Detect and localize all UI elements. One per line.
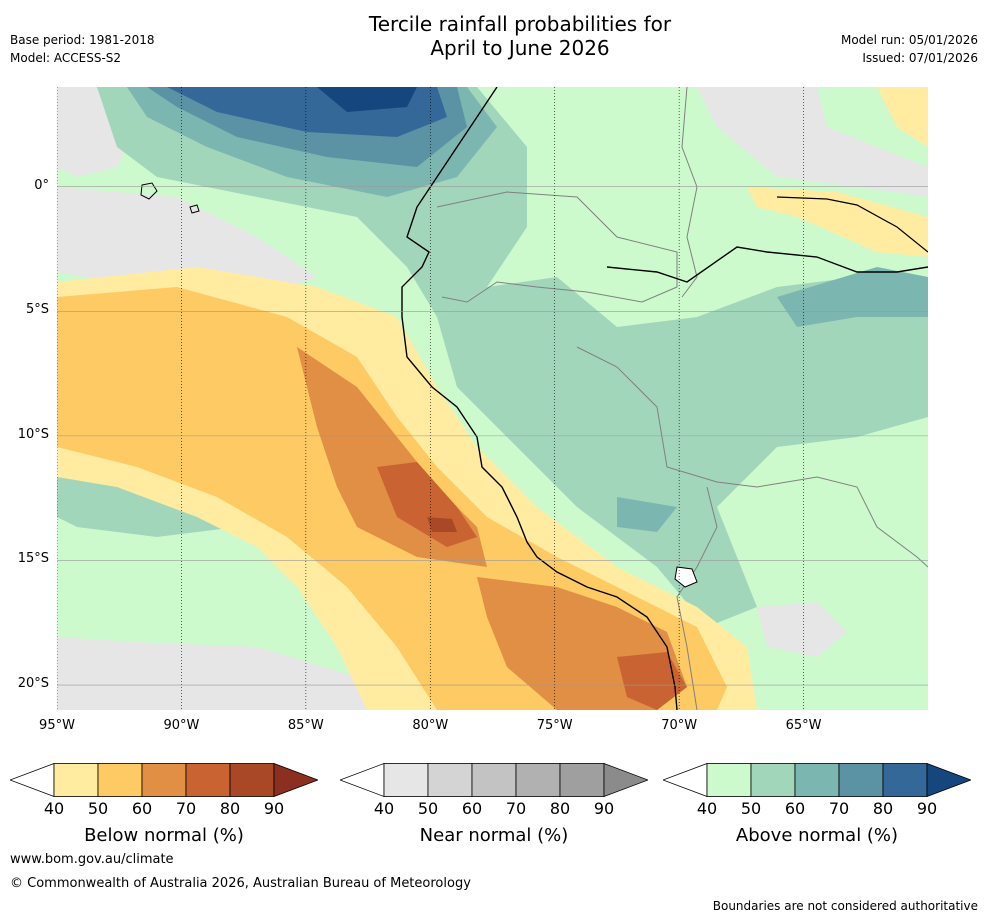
colorbar-segment [53,763,99,797]
colorbar-segment [794,763,840,797]
gridlines [57,87,928,710]
colorbar [10,763,318,797]
website-url[interactable]: www.bom.gov.au/climate [10,852,174,867]
colorbar-high-arrow [273,763,318,797]
colorbar-tick-label: 40 [43,799,65,818]
colorbar-tick-label: 80 [219,799,241,818]
below-normal-area [877,87,928,147]
lon-tick-label: 95°W [39,718,75,733]
lon-tick-label: 80°W [412,718,449,733]
colorbar [340,763,648,797]
colorbar-tick-label: 60 [461,799,483,818]
lon-tick-label: 65°W [785,718,822,733]
lat-tick-label: 15°S [17,551,49,567]
lon-tick-label: 90°W [163,718,200,733]
colorbar [663,763,971,797]
colorbar-title: Below normal (%) [84,825,244,846]
probability-map [57,87,928,710]
colorbar-segment [559,763,605,797]
colorbar-tick-label: 80 [549,799,571,818]
issued-label: Issued: 07/01/2026 [862,51,978,65]
lon-tick-label: 75°W [536,718,573,733]
colorbar-segment [706,763,752,797]
colorbar-tick-label: 90 [916,799,938,818]
colorbar-segment [427,763,473,797]
colorbar-high-arrow [926,763,971,797]
colorbar-segment [750,763,796,797]
lon-tick-label: 70°W [661,718,698,733]
map-title: Tercile rainfall probabilities for April… [320,12,720,60]
above-normal-area [317,87,417,112]
coastline [401,87,678,710]
base-period-label: Base period: 1981-2018 [10,33,155,47]
colorbar-segment [383,763,429,797]
map-svg [57,87,928,710]
lat-tick-label: 10°S [17,426,49,442]
colorbar-segment [229,763,275,797]
colorbar-tick-label: 70 [175,799,197,818]
colorbar-title: Near normal (%) [419,825,569,846]
below-normal-area [427,517,457,532]
model-label: Model: ACCESS-S2 [10,51,122,65]
below-normal-area [747,187,928,257]
colorbar-segment [515,763,561,797]
boundary-disclaimer: Boundaries are not considered authoritat… [712,899,978,913]
colorbar-tick-label: 50 [740,799,762,818]
colorbar-segment [838,763,884,797]
near-normal-area [57,187,317,297]
lat-tick-label: 5°S [25,302,49,318]
colorbar-segment [882,763,928,797]
river [776,196,928,253]
above-normal-area [437,277,928,627]
below-normal-area [617,652,687,710]
title-line-2: April to June 2026 [430,36,610,60]
colorbar-tick-label: 80 [872,799,894,818]
colorbar-tick-label: 60 [131,799,153,818]
colorbar-segment [471,763,517,797]
colorbar-tick-label: 60 [784,799,806,818]
near-normal-area [697,87,928,197]
colorbar-tick-label: 40 [373,799,395,818]
colorbar-low-arrow [10,763,55,797]
above-normal-area [777,267,928,327]
galapagos-islands [189,204,200,214]
amazon-river [606,246,928,283]
galapagos-islands [140,182,158,200]
colorbar-tick-label: 40 [696,799,718,818]
colorbar-tick-label: 90 [593,799,615,818]
colorbar-segment [185,763,231,797]
model-run-label: Model run: 05/01/2026 [840,33,978,47]
above-normal-area [617,497,677,532]
lon-tick-label: 85°W [287,718,324,733]
colorbar-tick-label: 50 [417,799,439,818]
country-border [576,346,928,568]
country-border [436,191,678,303]
lat-tick-label: 20°S [17,676,49,692]
colorbar-segment [141,763,187,797]
lake-titicaca [674,566,698,588]
colorbar-tick-label: 90 [263,799,285,818]
colorbar-tick-label: 70 [828,799,850,818]
near-normal-area [757,602,847,657]
colorbar-low-arrow [340,763,385,797]
colorbar-low-arrow [663,763,708,797]
colorbar-tick-label: 70 [505,799,527,818]
near-normal-area [57,637,377,710]
title-line-1: Tercile rainfall probabilities for [368,12,672,36]
colorbar-tick-label: 50 [87,799,109,818]
country-border [681,87,698,298]
colorbar-title: Above normal (%) [735,825,899,846]
copyright-text: © Commonwealth of Australia 2026, Austra… [10,876,471,891]
colorbar-segment [97,763,143,797]
colorbar-high-arrow [603,763,648,797]
lat-tick-label: 0° [34,177,49,193]
